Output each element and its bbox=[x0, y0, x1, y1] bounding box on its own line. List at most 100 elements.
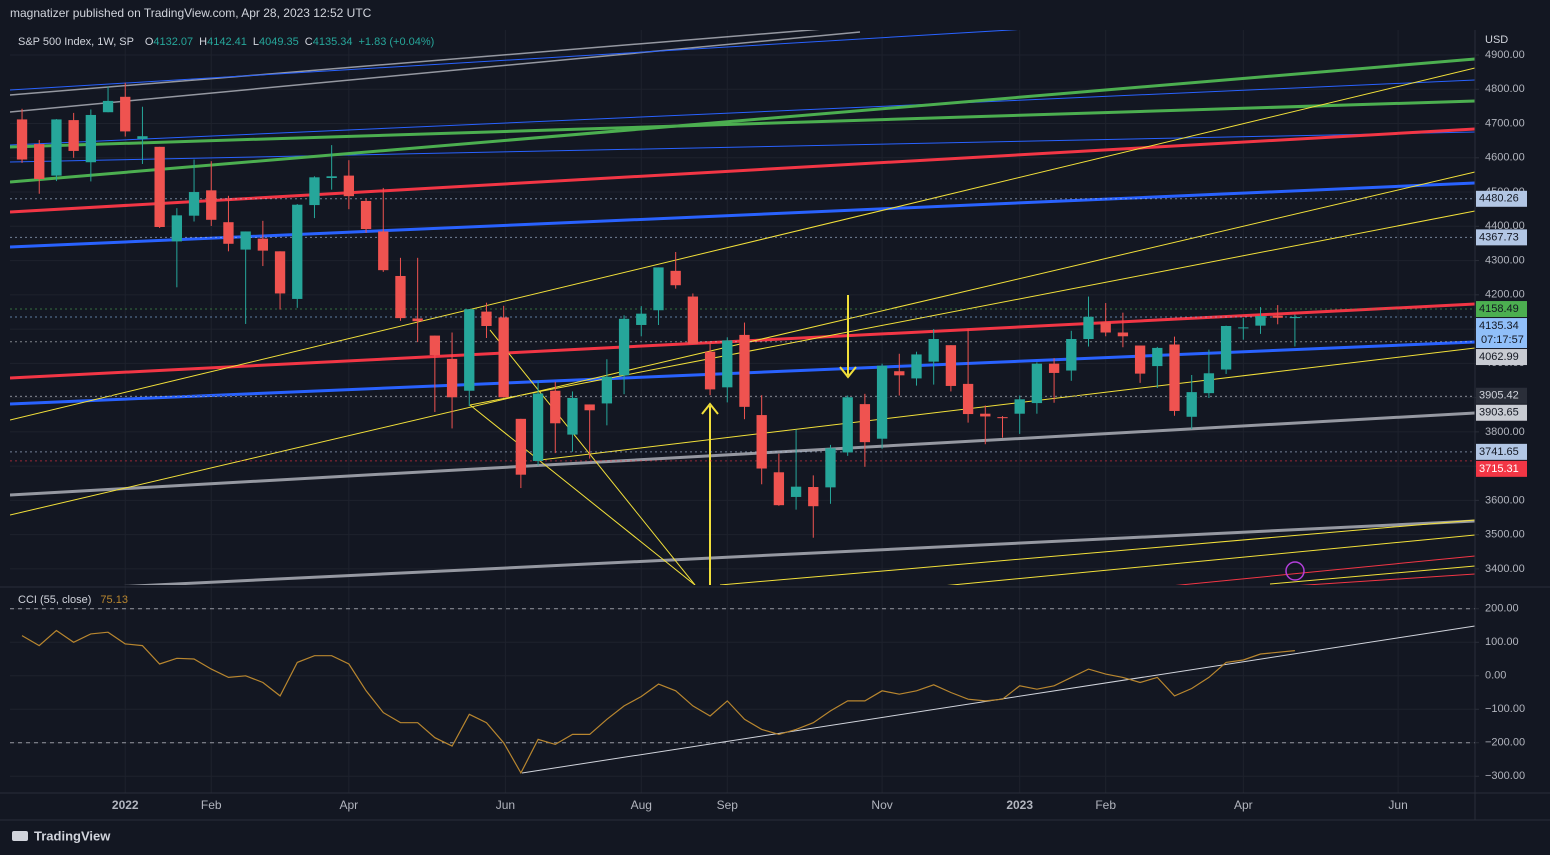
trend-line bbox=[10, 57, 1475, 184]
candle-body bbox=[446, 358, 458, 398]
x-tick-label: Jun bbox=[496, 798, 515, 812]
y-tick-label: 4700.00 bbox=[1485, 117, 1525, 129]
x-tick-label: 2022 bbox=[112, 798, 139, 812]
candle-body bbox=[395, 275, 406, 319]
legend-key: H bbox=[199, 36, 207, 48]
legend-value: 4132.07 bbox=[153, 36, 193, 48]
level-label: 3715.31 bbox=[1479, 463, 1519, 475]
candle-body bbox=[464, 309, 475, 391]
candle-body bbox=[842, 397, 853, 453]
logo-text: TradingView bbox=[34, 828, 111, 843]
level-label: 4367.73 bbox=[1479, 231, 1519, 243]
candle-body bbox=[188, 192, 200, 216]
cci-pane bbox=[10, 608, 1475, 775]
trend-line bbox=[10, 181, 1475, 249]
candle-body bbox=[859, 404, 871, 443]
level-label: 3905.42 bbox=[1479, 390, 1519, 402]
candle-body bbox=[120, 96, 131, 132]
cci-title: CCI (55, close) bbox=[18, 594, 91, 606]
x-tick-label: Apr bbox=[340, 798, 359, 812]
candle-body bbox=[945, 345, 957, 386]
candle-body bbox=[876, 365, 888, 439]
y-tick-label: 4800.00 bbox=[1485, 83, 1525, 95]
candle-body bbox=[928, 339, 939, 362]
trend-line bbox=[10, 67, 1475, 421]
candle-body bbox=[360, 200, 372, 230]
y-tick-label: −100.00 bbox=[1485, 703, 1525, 715]
candle-body bbox=[515, 418, 527, 475]
axes: 3400.003500.003600.003700.003800.003900.… bbox=[112, 49, 1527, 812]
y-tick-label: 4400.00 bbox=[1485, 220, 1525, 232]
candle-body bbox=[1100, 322, 1111, 333]
legend-key: C bbox=[305, 36, 313, 48]
level-badge bbox=[1476, 349, 1527, 366]
legend-key: O bbox=[145, 36, 154, 48]
footer-logo[interactable]: TradingView bbox=[12, 828, 111, 843]
candle-body bbox=[1117, 332, 1129, 337]
x-tick-label: Feb bbox=[201, 798, 222, 812]
trend-line bbox=[10, 127, 1475, 214]
ohlc-legend: S&P 500 Index, 1W, SP O4132.07 H4142.41 L4… bbox=[18, 36, 434, 48]
candles bbox=[16, 82, 1301, 538]
drawings bbox=[10, 30, 1475, 585]
y-tick-label: 100.00 bbox=[1485, 636, 1519, 648]
candle-body bbox=[102, 100, 114, 113]
candle-body bbox=[584, 404, 595, 411]
level-badge bbox=[1476, 387, 1527, 404]
candle-body bbox=[85, 114, 97, 163]
trend-line bbox=[10, 30, 1019, 91]
cci-legend: CCI (55, close) 75.13 bbox=[18, 594, 128, 606]
y-tick-label: −300.00 bbox=[1485, 770, 1525, 782]
candle-body bbox=[34, 144, 45, 180]
candle-body bbox=[601, 376, 613, 404]
y-tick-label: 3500.00 bbox=[1485, 529, 1525, 541]
candle-body bbox=[1238, 327, 1249, 329]
candle-body bbox=[206, 190, 217, 220]
alert-icon[interactable] bbox=[1285, 561, 1305, 581]
candle-body bbox=[137, 136, 148, 139]
candle-body bbox=[808, 487, 819, 507]
level-countdown: 07:17:57 bbox=[1481, 334, 1524, 346]
trend-line bbox=[10, 99, 1475, 149]
candle-body bbox=[1083, 316, 1094, 340]
candle-body bbox=[911, 354, 922, 379]
candle-body bbox=[343, 175, 355, 197]
x-tick-label: Aug bbox=[631, 798, 652, 812]
candle-body bbox=[1272, 315, 1283, 318]
trend-line bbox=[10, 411, 1475, 497]
arrow-head bbox=[701, 402, 719, 415]
legend-key: L bbox=[253, 36, 259, 48]
y-tick-label: 0.00 bbox=[1485, 670, 1506, 682]
candle-body bbox=[378, 231, 389, 271]
candle-body bbox=[481, 311, 492, 326]
trend-line bbox=[1269, 565, 1475, 585]
candle-body bbox=[790, 486, 802, 497]
candle-body bbox=[1031, 363, 1043, 404]
candle-body bbox=[1066, 339, 1077, 371]
candle-body bbox=[429, 335, 441, 356]
candle-body bbox=[257, 238, 269, 251]
candle-body bbox=[1203, 373, 1215, 394]
trend-line bbox=[10, 79, 1475, 146]
logo-icon bbox=[12, 831, 28, 841]
legend-value: 4142.41 bbox=[207, 36, 247, 48]
symbol: S&P 500 Index, 1W, SP bbox=[18, 36, 134, 48]
y-tick-label: 3400.00 bbox=[1485, 563, 1525, 575]
candle-body bbox=[292, 204, 303, 299]
y-tick-label: 4200.00 bbox=[1485, 289, 1525, 301]
candle-body bbox=[1048, 363, 1060, 373]
candle-body bbox=[223, 222, 234, 244]
candle-body bbox=[274, 251, 286, 294]
candle-body bbox=[894, 371, 905, 376]
y-tick-label: 200.00 bbox=[1485, 603, 1519, 615]
cci-line bbox=[21, 629, 1295, 775]
x-tick-label: Jun bbox=[1388, 798, 1407, 812]
x-tick-label: Sep bbox=[717, 798, 739, 812]
trend-line bbox=[539, 347, 1475, 461]
candle-body bbox=[1169, 344, 1180, 411]
y-tick-label: 3800.00 bbox=[1485, 426, 1525, 438]
candle-body bbox=[16, 119, 28, 160]
candle-body bbox=[550, 390, 561, 424]
level-badge bbox=[1476, 318, 1527, 349]
